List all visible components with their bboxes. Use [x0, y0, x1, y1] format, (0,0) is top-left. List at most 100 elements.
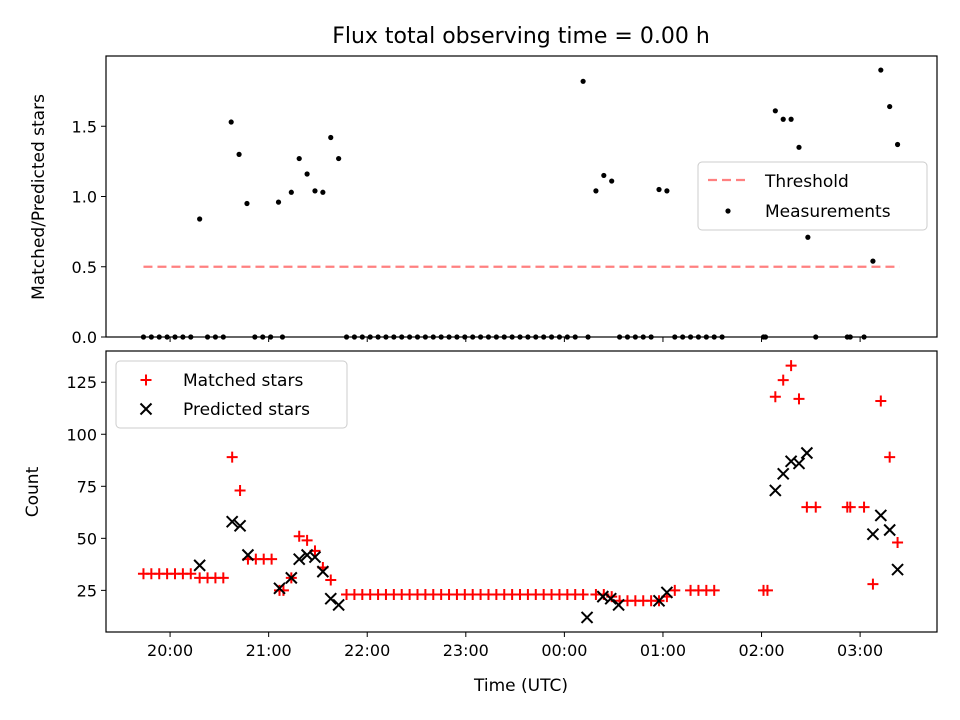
top-plot-frame	[105, 55, 938, 338]
bottom-plot-frame	[105, 350, 938, 633]
measurement-point	[288, 189, 294, 195]
measurement-point	[656, 186, 662, 193]
matched-star-point	[185, 568, 197, 580]
predicted-star-point	[580, 611, 594, 624]
matched-star-point	[867, 578, 879, 590]
predicted-star-point	[891, 563, 904, 576]
top-legend: Threshold Measurements	[697, 161, 928, 231]
measurement-point	[788, 116, 794, 122]
chart-title: Flux total observing time = 0.00 h	[332, 24, 710, 49]
bottom-y-axis: 25 50 75 100 125	[66, 373, 106, 600]
matched-star-point	[293, 530, 305, 542]
measurement-point	[244, 200, 250, 207]
legend-matched-marker	[140, 374, 152, 386]
predicted-star-point	[612, 598, 625, 612]
bottom-x-tick-label: 03:00	[837, 641, 883, 660]
measurement-point	[328, 134, 334, 141]
measurement-point	[870, 258, 876, 264]
measurement-point	[593, 188, 599, 194]
matched-star-point	[669, 584, 681, 596]
bottom-y-tick-label: 25	[77, 581, 97, 600]
top-y-tick-label: 0.5	[72, 258, 97, 277]
matched-star-points	[137, 360, 904, 607]
bottom-x-tick-label: 01:00	[640, 641, 686, 660]
measurement-points	[140, 67, 901, 340]
matched-star-point	[217, 572, 229, 584]
predicted-star-point	[300, 548, 314, 562]
matched-star-point	[884, 451, 896, 463]
legend-measurements-swatch	[725, 208, 731, 214]
predicted-star-point	[324, 592, 337, 605]
bottom-x-axis: 20:00 21:00 22:00 23:00 00:00 01:00 02:00 03:00	[147, 632, 883, 660]
predicted-star-point	[225, 515, 239, 528]
top-x-tick-marks	[169, 337, 861, 342]
bottom-y-tick-label: 50	[77, 529, 97, 548]
measurement-point	[772, 108, 778, 114]
measurement-point	[805, 234, 811, 240]
matched-star-point	[577, 589, 589, 601]
predicted-star-point	[874, 509, 888, 522]
measurement-point	[228, 119, 234, 125]
predicted-star-point	[596, 590, 610, 603]
predicted-star-point	[883, 523, 896, 537]
measurement-point	[197, 216, 203, 222]
matched-star-point	[325, 574, 337, 586]
predicted-star-point	[193, 559, 206, 572]
bottom-y-tick-label: 100	[66, 425, 97, 444]
predicted-star-point	[285, 571, 298, 585]
measurement-point	[664, 188, 670, 194]
predicted-star-point	[316, 565, 330, 578]
top-legend-box	[697, 161, 928, 231]
matched-star-point	[277, 584, 289, 596]
matched-star-point	[761, 584, 773, 596]
measurement-point	[796, 144, 802, 150]
measurement-point	[275, 199, 282, 205]
matched-star-point	[892, 536, 904, 548]
predicted-star-point	[866, 527, 880, 541]
matched-star-point	[769, 391, 781, 403]
measurement-point	[887, 103, 893, 110]
measurement-point	[894, 141, 901, 148]
top-y-axis-label: Matched/Predicted stars	[29, 94, 49, 300]
predicted-star-point	[660, 586, 674, 599]
matched-star-point	[266, 553, 278, 565]
top-y-tick-label: 0.0	[72, 328, 97, 347]
measurement-point	[296, 155, 302, 162]
predicted-star-point	[293, 552, 306, 566]
matched-star-point	[301, 534, 313, 546]
bottom-x-tick-label: 21:00	[246, 641, 292, 660]
legend-measurements-label: Measurements	[765, 202, 891, 222]
legend-matched-swatch	[140, 374, 152, 386]
measurement-point	[336, 155, 342, 162]
legend-threshold-label: Threshold	[764, 172, 849, 192]
legend-predicted-marker	[139, 402, 153, 416]
predicted-star-point	[332, 598, 345, 612]
x-axis-label: Time (UTC)	[473, 676, 568, 696]
matched-star-point	[226, 451, 238, 463]
bottom-legend: Matched stars Predicted stars	[115, 360, 348, 429]
bottom-x-tick-label: 23:00	[443, 641, 489, 660]
top-y-axis: 0.0 0.5 1.0 1.5	[72, 117, 106, 347]
matched-star-point	[844, 501, 856, 513]
matched-star-point	[793, 393, 805, 405]
bottom-y-tick-label: 75	[77, 477, 97, 496]
bottom-x-tick-label: 22:00	[344, 641, 390, 660]
bottom-x-tick-label: 00:00	[541, 641, 587, 660]
predicted-star-point	[308, 550, 322, 564]
bottom-x-tick-label: 02:00	[738, 641, 784, 660]
measurement-point	[878, 67, 884, 73]
matched-star-point	[785, 360, 797, 372]
bottom-y-axis-label: Count	[23, 466, 43, 517]
predicted-star-point	[800, 446, 814, 460]
bottom-panel: 25 50 75 100 125 20:00 21:00 22:00 23:00 00:00 01…	[23, 350, 938, 696]
matched-star-point	[708, 584, 720, 596]
measurement-point	[236, 151, 242, 157]
top-y-tick-label: 1.0	[72, 188, 97, 207]
predicted-star-point	[604, 592, 617, 605]
legend-matched-label: Matched stars	[183, 371, 303, 391]
legend-predicted-label: Predicted stars	[183, 400, 310, 420]
matched-star-point	[875, 395, 887, 407]
measurement-point	[780, 116, 786, 122]
bottom-y-tick-label: 125	[66, 373, 97, 392]
